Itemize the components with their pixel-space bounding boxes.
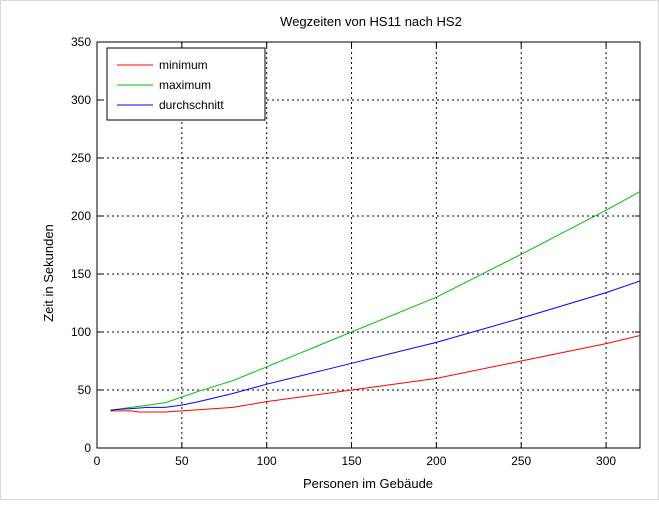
y-tick-label: 100 bbox=[71, 325, 91, 339]
x-axis-label: Personen im Gebäude bbox=[303, 476, 433, 491]
chart-title: Wegzeiten von HS11 nach HS2 bbox=[280, 14, 462, 29]
legend-label-durchschnitt: durchschnitt bbox=[159, 98, 224, 112]
plot-area bbox=[96, 41, 641, 449]
series-group bbox=[110, 191, 641, 413]
legend-box bbox=[106, 47, 266, 121]
legend: minimum maximum durchschnitt bbox=[106, 47, 266, 121]
x-tick-label: 200 bbox=[426, 454, 446, 468]
y-tick-label: 350 bbox=[71, 35, 91, 49]
x-tick-label: 100 bbox=[257, 454, 277, 468]
series-line-minimum bbox=[110, 335, 641, 413]
axis-ticks: 0 50 100 150 200 250 300 0 50 100 150 200 250 300 350 bbox=[71, 35, 640, 468]
x-tick-label: 300 bbox=[596, 454, 616, 468]
x-tick-label: 0 bbox=[94, 454, 101, 468]
y-tick-label: 200 bbox=[71, 209, 91, 223]
series-line-durchschnitt bbox=[110, 280, 641, 412]
y-tick-label: 50 bbox=[78, 383, 92, 397]
y-tick-label: 300 bbox=[71, 93, 91, 107]
y-tick-label: 150 bbox=[71, 267, 91, 281]
legend-label-maximum: maximum bbox=[159, 78, 211, 92]
y-tick-label: 250 bbox=[71, 151, 91, 165]
x-tick-label: 250 bbox=[511, 454, 531, 468]
y-tick-label: 0 bbox=[84, 441, 91, 455]
legend-label-minimum: minimum bbox=[159, 58, 208, 72]
y-axis-label: Zeit in Sekunden bbox=[41, 224, 56, 322]
x-tick-label: 150 bbox=[342, 454, 362, 468]
x-tick-label: 50 bbox=[175, 454, 189, 468]
series-line-maximum bbox=[110, 191, 641, 411]
